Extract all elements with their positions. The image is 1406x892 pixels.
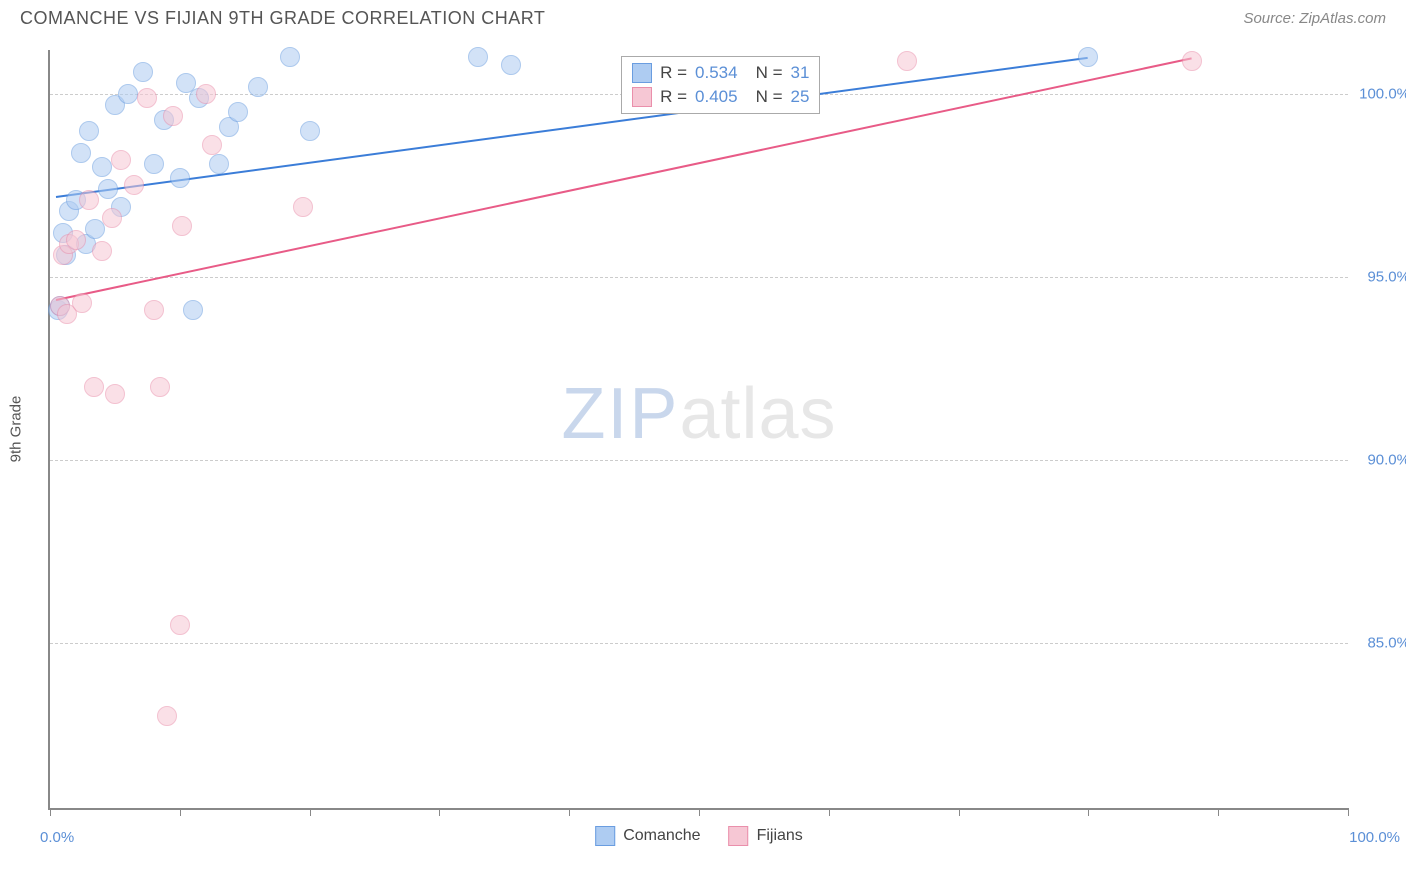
x-tick [180, 808, 181, 816]
x-tick [439, 808, 440, 816]
scatter-chart: 9th Grade ZIPatlas 0.0% 100.0% Comanche … [48, 50, 1348, 810]
data-point [183, 300, 203, 320]
data-point [280, 47, 300, 67]
gridline [50, 643, 1348, 644]
stat-r-label: R = [660, 63, 687, 83]
x-tick [829, 808, 830, 816]
stats-legend-row: R = 0.405 N = 25 [632, 85, 809, 109]
y-tick-label: 85.0% [1352, 635, 1406, 652]
data-point [228, 102, 248, 122]
legend-item-fijians: Fijians [729, 826, 803, 846]
data-point [71, 143, 91, 163]
legend-item-comanche: Comanche [595, 826, 700, 846]
data-point [98, 179, 118, 199]
y-tick-label: 90.0% [1352, 452, 1406, 469]
data-point [150, 377, 170, 397]
x-tick [310, 808, 311, 816]
data-point [133, 62, 153, 82]
data-point [124, 175, 144, 195]
data-point [1078, 47, 1098, 67]
data-point [202, 135, 222, 155]
y-tick-label: 100.0% [1352, 85, 1406, 102]
stat-n-value: 31 [791, 63, 810, 83]
legend-label: Comanche [623, 827, 700, 845]
legend-swatch-icon [595, 826, 615, 846]
watermark-zip: ZIP [561, 374, 679, 454]
data-point [209, 154, 229, 174]
data-point [137, 88, 157, 108]
x-tick [1218, 808, 1219, 816]
stat-r-value: 0.534 [695, 63, 738, 83]
data-point [172, 216, 192, 236]
x-tick [699, 808, 700, 816]
stat-n-label: N = [756, 87, 783, 107]
data-point [144, 300, 164, 320]
data-point [102, 208, 122, 228]
x-axis-max-label: 100.0% [1349, 829, 1400, 846]
data-point [897, 51, 917, 71]
gridline [50, 460, 1348, 461]
x-tick [569, 808, 570, 816]
watermark: ZIPatlas [561, 373, 836, 455]
chart-title: COMANCHE VS FIJIAN 9TH GRADE CORRELATION… [20, 8, 545, 29]
data-point [170, 168, 190, 188]
bottom-legend: Comanche Fijians [595, 826, 803, 846]
data-point [84, 377, 104, 397]
stat-n-value: 25 [791, 87, 810, 107]
x-axis-min-label: 0.0% [40, 829, 74, 846]
stat-r-value: 0.405 [695, 87, 738, 107]
data-point [1182, 51, 1202, 71]
data-point [118, 84, 138, 104]
data-point [79, 190, 99, 210]
data-point [144, 154, 164, 174]
legend-swatch-icon [632, 87, 652, 107]
data-point [79, 121, 99, 141]
legend-label: Fijians [757, 827, 803, 845]
data-point [163, 106, 183, 126]
data-point [66, 230, 86, 250]
data-point [92, 157, 112, 177]
y-axis-title: 9th Grade [8, 396, 25, 463]
data-point [248, 77, 268, 97]
x-tick [50, 808, 51, 816]
data-point [501, 55, 521, 75]
x-tick [959, 808, 960, 816]
trend-line [56, 57, 1088, 198]
data-point [157, 706, 177, 726]
data-point [196, 84, 216, 104]
x-tick [1088, 808, 1089, 816]
data-point [170, 615, 190, 635]
legend-swatch-icon [729, 826, 749, 846]
data-point [105, 384, 125, 404]
data-point [293, 197, 313, 217]
source-label: Source: ZipAtlas.com [1243, 10, 1386, 27]
gridline [50, 277, 1348, 278]
y-tick-label: 95.0% [1352, 269, 1406, 286]
stats-legend-row: R = 0.534 N = 31 [632, 61, 809, 85]
data-point [468, 47, 488, 67]
legend-swatch-icon [632, 63, 652, 83]
stat-r-label: R = [660, 87, 687, 107]
x-tick [1348, 808, 1349, 816]
stat-n-label: N = [756, 63, 783, 83]
watermark-atlas: atlas [679, 374, 836, 454]
data-point [92, 241, 112, 261]
stats-legend: R = 0.534 N = 31 R = 0.405 N = 25 [621, 56, 820, 114]
data-point [111, 150, 131, 170]
data-point [300, 121, 320, 141]
data-point [72, 293, 92, 313]
